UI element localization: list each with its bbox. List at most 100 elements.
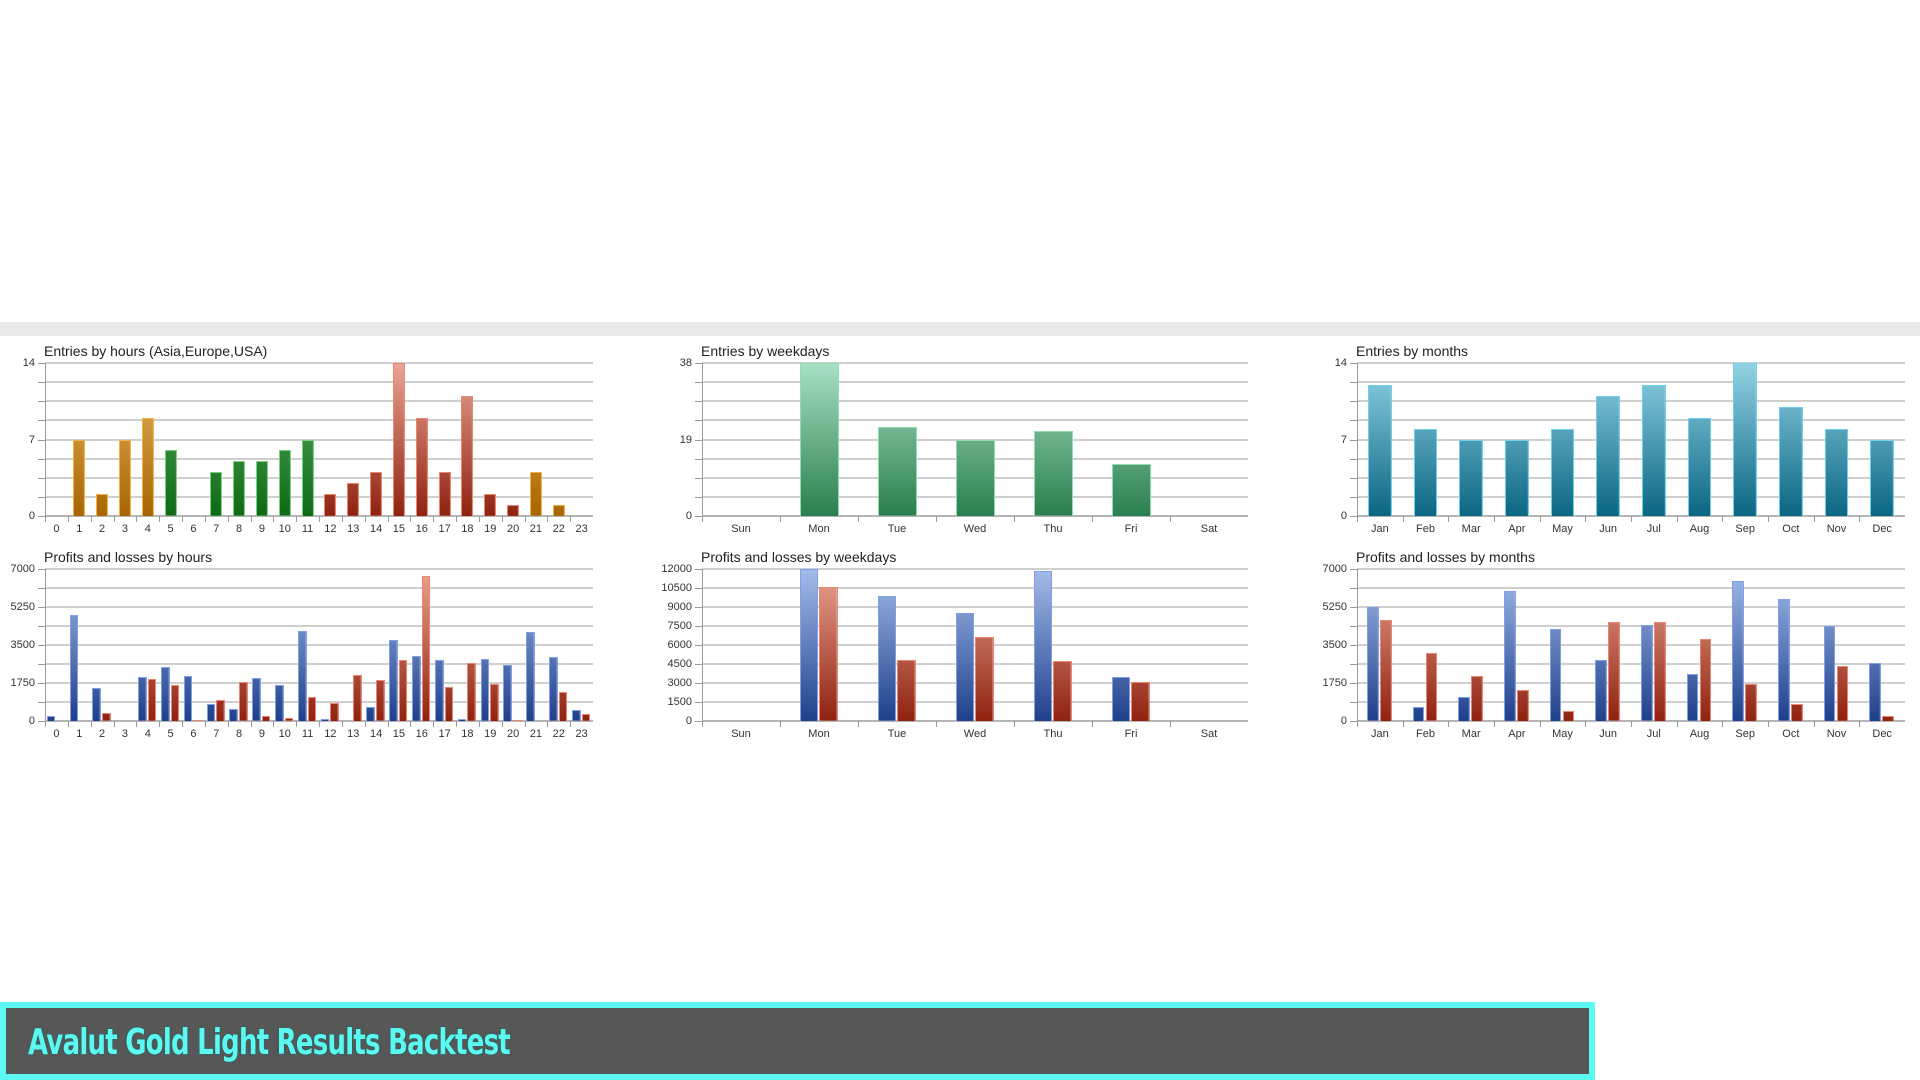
gridline	[1357, 477, 1905, 479]
x-axis-label: 6	[190, 728, 197, 740]
x-axis-label: 1	[76, 523, 83, 535]
gridline	[702, 419, 1248, 421]
plot-area: 0 19 38 Sun Mon Tue Wed Thu Fri Sat	[680, 357, 1248, 535]
bar	[529, 472, 542, 516]
x-axis-label: 8	[236, 523, 243, 535]
x-axis-label: 2	[99, 728, 106, 740]
y-tick	[1350, 459, 1357, 460]
y-tick	[695, 683, 702, 684]
y-tick	[1350, 382, 1357, 383]
x-axis-label: Jun	[1599, 728, 1618, 740]
y-tick	[38, 420, 45, 421]
x-axis-label: 19	[484, 728, 497, 740]
y-tick	[38, 497, 45, 498]
y-axis-label: 12000	[661, 563, 692, 575]
x-axis-label: 7	[213, 728, 220, 740]
gridline	[1357, 439, 1905, 441]
x-tick	[456, 516, 457, 522]
bar-profits	[503, 664, 513, 721]
y-axis-label: 38	[679, 357, 692, 369]
x-axis-label: 19	[484, 523, 497, 535]
x-axis-label: 16	[415, 728, 428, 740]
x-axis-label: Dec	[1872, 523, 1892, 535]
x-axis-label: 21	[529, 728, 543, 740]
x-axis-label: Sat	[1200, 728, 1218, 740]
bar-losses	[1608, 622, 1620, 721]
bar	[1687, 417, 1712, 516]
y-tick	[1350, 588, 1357, 589]
y-tick	[695, 645, 702, 646]
bar-profits	[297, 630, 307, 721]
x-tick	[251, 516, 252, 522]
bar	[955, 439, 995, 516]
x-tick	[228, 721, 229, 727]
gridline	[45, 439, 593, 441]
bar-profits	[1367, 607, 1379, 721]
x-axis-label: 21	[529, 523, 543, 535]
bar-profits	[366, 706, 376, 721]
x-axis-label: 13	[347, 523, 360, 535]
x-axis-label: Wed	[963, 523, 987, 535]
x-axis-label: 17	[438, 523, 451, 535]
bar	[1824, 428, 1849, 516]
bar-profits	[1869, 662, 1882, 721]
gridline	[45, 644, 593, 646]
x-tick	[1357, 516, 1358, 522]
gridline	[45, 625, 593, 627]
y-axis-label: 7000	[1322, 563, 1347, 575]
x-axis-label: Mar	[1461, 728, 1481, 740]
y-tick	[695, 702, 702, 703]
x-axis-label: 3	[121, 523, 128, 535]
y-tick	[695, 478, 702, 479]
x-axis-label: Sep	[1735, 523, 1755, 535]
x-tick	[45, 721, 46, 727]
gridline	[45, 568, 593, 570]
gridline	[1357, 587, 1905, 589]
y-tick	[38, 645, 45, 646]
gridline	[1357, 606, 1905, 608]
bar	[301, 439, 314, 516]
x-tick	[1170, 516, 1171, 522]
bar-losses	[1516, 689, 1529, 721]
bar-profits	[1458, 696, 1471, 721]
bar	[1504, 439, 1529, 516]
y-axis-label: 5250	[1322, 601, 1347, 613]
bar-profits	[1732, 580, 1745, 721]
y-axis-label: 7	[1340, 433, 1347, 446]
gridline	[702, 587, 1248, 589]
x-tick	[547, 516, 548, 522]
y-axis-label: 0	[1340, 715, 1347, 727]
x-axis-label: 6	[190, 523, 197, 535]
y-tick	[695, 420, 702, 421]
bar-losses	[193, 719, 202, 721]
y-axis-label: 10500	[661, 582, 692, 594]
bar-profits	[1504, 591, 1516, 721]
bar	[1413, 428, 1438, 516]
x-tick	[45, 516, 46, 522]
y-tick	[38, 664, 45, 665]
bar-profits	[183, 675, 193, 721]
x-tick	[342, 516, 343, 522]
y-tick	[695, 459, 702, 460]
bar-losses	[819, 587, 838, 721]
x-tick	[136, 516, 137, 522]
x-tick	[702, 721, 703, 727]
bar-losses	[897, 659, 916, 721]
bar-profits	[275, 684, 284, 721]
y-tick	[1350, 607, 1357, 608]
x-axis-label: Nov	[1826, 523, 1847, 535]
bar-profits	[480, 659, 490, 721]
x-axis-label: Dec	[1872, 728, 1892, 740]
x-axis-label: Sep	[1735, 728, 1755, 740]
x-tick	[1722, 516, 1723, 522]
y-tick	[1350, 626, 1357, 627]
y-axis-label: 4500	[667, 658, 692, 670]
x-tick	[365, 516, 366, 522]
x-axis-label: 22	[552, 728, 565, 740]
x-tick	[1859, 516, 1860, 522]
y-axis	[702, 569, 703, 721]
y-tick	[1350, 440, 1357, 441]
bar-losses	[102, 713, 111, 721]
bar-profits	[1823, 626, 1836, 721]
x-axis-label: 4	[144, 728, 151, 740]
